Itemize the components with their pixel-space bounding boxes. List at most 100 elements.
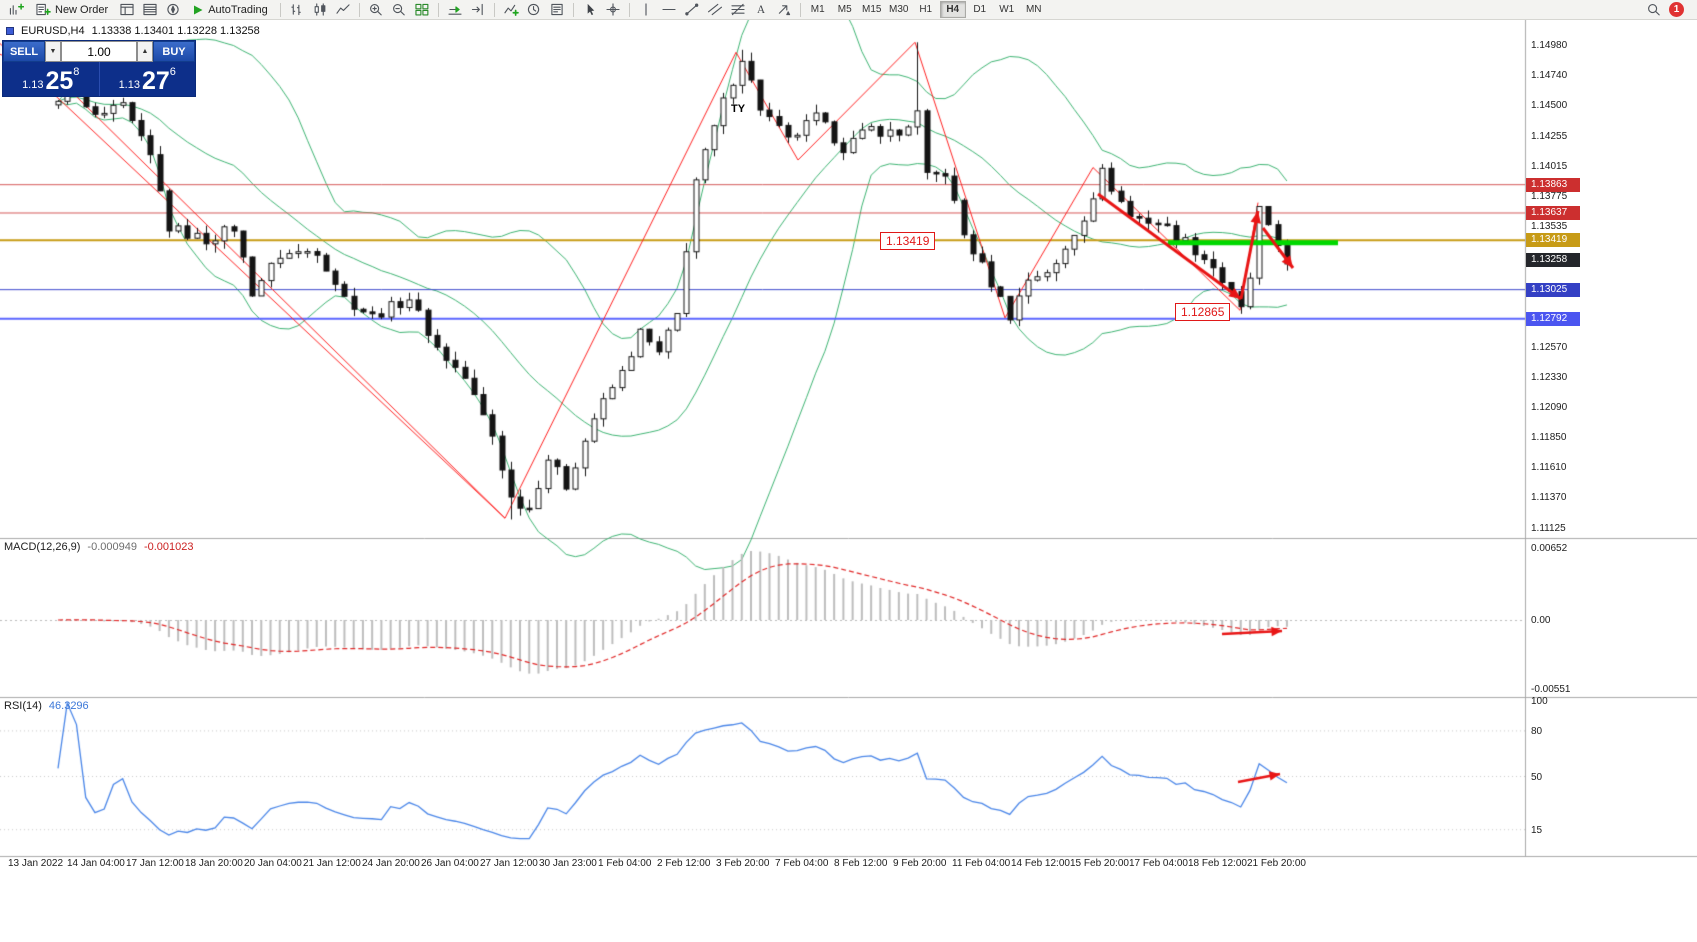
- toolbar-button-group: New Order AutoTrading A: [5, 1, 805, 19]
- data-window-icon[interactable]: [139, 1, 161, 19]
- text-icon[interactable]: A: [750, 1, 772, 19]
- toolbar-separator: [572, 2, 574, 17]
- bar-chart-icon[interactable]: [286, 1, 308, 19]
- price-axis-tag: 1.13637: [1526, 205, 1580, 220]
- time-axis-label: 26 Jan 04:00: [421, 858, 479, 869]
- vertical-line-icon[interactable]: [635, 1, 657, 19]
- tile-windows-icon[interactable]: [411, 1, 433, 19]
- crosshair-icon[interactable]: [602, 1, 624, 19]
- rsi-value: 46.3296: [48, 700, 89, 712]
- buy-button[interactable]: BUY: [153, 41, 195, 62]
- fibonacci-icon[interactable]: [727, 1, 749, 19]
- price-axis-tick: 1.11370: [1531, 491, 1567, 503]
- indicators-icon[interactable]: [500, 1, 522, 19]
- rsi-name: RSI(14): [4, 700, 42, 712]
- price-callout[interactable]: 1.13419: [880, 232, 936, 250]
- time-axis-label: 11 Feb 04:00: [952, 858, 1011, 869]
- price-axis-tick: 1.11125: [1531, 522, 1566, 534]
- time-axis-label: 21 Feb 20:00: [1247, 858, 1306, 869]
- timeframe-M30[interactable]: M30: [886, 1, 912, 18]
- toolbar-separator: [437, 2, 439, 17]
- volume-decrease-button[interactable]: ▼: [45, 41, 61, 62]
- symbol-bullet-icon: [6, 27, 14, 35]
- timeframe-H4[interactable]: H4: [939, 1, 966, 18]
- price-axis-tick: 1.14255: [1531, 130, 1568, 142]
- toolbar: New Order AutoTrading A M1 M5 M15 M30 H1 H4 D1 W1…: [0, 0, 1697, 20]
- price-axis-tick: 1.12330: [1531, 371, 1568, 383]
- time-axis-label: 2 Feb 12:00: [657, 858, 711, 869]
- toolbar-separator: [799, 2, 801, 17]
- rsi-axis-tick: 15: [1531, 825, 1543, 837]
- trendline-icon[interactable]: [681, 1, 703, 19]
- toolbar-separator: [279, 2, 281, 17]
- time-axis-label: 24 Jan 20:00: [362, 858, 420, 869]
- search-icon[interactable]: [1643, 1, 1665, 19]
- volume-increase-button[interactable]: ▲: [137, 41, 153, 62]
- price-axis-tick: 1.14015: [1531, 160, 1568, 172]
- auto-scroll-icon[interactable]: [444, 1, 466, 19]
- periods-icon[interactable]: [523, 1, 545, 19]
- channel-icon[interactable]: [704, 1, 726, 19]
- cursor-icon[interactable]: [579, 1, 601, 19]
- new-order-button[interactable]: New Order: [28, 1, 115, 19]
- time-axis-label: 8 Feb 12:00: [834, 858, 888, 869]
- zoom-out-icon[interactable]: [388, 1, 410, 19]
- time-axis-label: 17 Jan 12:00: [126, 858, 184, 869]
- sell-price-prefix: 1.13: [22, 79, 44, 91]
- time-axis-label: 9 Feb 20:00: [893, 858, 947, 869]
- macd-name: MACD(12,26,9): [4, 541, 81, 553]
- price-axis-tick: 1.13775: [1531, 190, 1568, 202]
- time-axis-label: 14 Feb 12:00: [1011, 858, 1070, 869]
- price-axis-tick: 1.14500: [1531, 99, 1568, 111]
- price-axis-tick: 1.14980: [1531, 39, 1568, 51]
- one-click-trading-widget: SELL ▼ ▲ BUY 1.13 25 8 1.13 27 6: [2, 40, 196, 97]
- candlestick-chart-icon[interactable]: [309, 1, 331, 19]
- zoom-in-icon[interactable]: [365, 1, 387, 19]
- sell-button[interactable]: SELL: [3, 41, 45, 62]
- autotrading-button[interactable]: AutoTrading: [185, 1, 275, 19]
- rsi-indicator-label: RSI(14) 46.3296: [4, 700, 89, 712]
- rsi-axis-tick: 50: [1531, 772, 1543, 783]
- sell-price[interactable]: 1.13 25 8: [3, 62, 100, 96]
- rsi-axis-tick: 100: [1531, 696, 1548, 707]
- timeframe-group: M1 M5 M15 M30 H1 H4 D1 W1 MN: [805, 1, 1047, 18]
- time-axis-label: 3 Feb 20:00: [716, 858, 770, 869]
- chart-shift-icon[interactable]: [467, 1, 489, 19]
- line-chart-icon[interactable]: [332, 1, 354, 19]
- price-axis-tick: 1.14740: [1531, 69, 1568, 81]
- buy-price-prefix: 1.13: [118, 79, 140, 91]
- buy-price[interactable]: 1.13 27 6: [100, 62, 196, 96]
- time-axis-label: 7 Feb 04:00: [775, 858, 829, 869]
- timeframe-W1[interactable]: W1: [994, 1, 1020, 18]
- timeframe-MN[interactable]: MN: [1021, 1, 1047, 18]
- time-axis-label: 1 Feb 04:00: [598, 858, 652, 869]
- timeframe-D1[interactable]: D1: [967, 1, 993, 18]
- one-click-prices-row: 1.13 25 8 1.13 27 6: [3, 62, 195, 96]
- timeframe-M5[interactable]: M5: [832, 1, 858, 18]
- timeframe-H1[interactable]: H1: [913, 1, 939, 18]
- price-axis-tick: 1.13535: [1531, 220, 1568, 232]
- svg-text:A: A: [757, 4, 765, 16]
- price-axis-tag: 1.13258: [1526, 253, 1580, 268]
- time-axis-label: 30 Jan 23:00: [539, 858, 597, 869]
- price-axis-tick: 1.12570: [1531, 341, 1568, 353]
- price-callout[interactable]: 1.12865: [1175, 303, 1231, 321]
- price-axis-tag: 1.13863: [1526, 177, 1580, 192]
- sell-price-sup: 8: [73, 66, 80, 78]
- navigator-icon[interactable]: [162, 1, 184, 19]
- timeframe-M1[interactable]: M1: [805, 1, 831, 18]
- arrows-icon[interactable]: [773, 1, 795, 19]
- horizontal-line-icon[interactable]: [658, 1, 680, 19]
- new-chart-icon[interactable]: [5, 1, 27, 19]
- timeframe-M15[interactable]: M15: [859, 1, 885, 18]
- macd-axis-tick: 0.00652: [1531, 543, 1568, 554]
- time-axis-label: 27 Jan 12:00: [480, 858, 538, 869]
- chart-ohlc-header: EURUSD,H4 1.13338 1.13401 1.13228 1.1325…: [6, 25, 260, 37]
- notification-badge[interactable]: 1: [1669, 2, 1684, 17]
- price-axis-tag: 1.13025: [1526, 282, 1580, 297]
- market-watch-icon[interactable]: [116, 1, 138, 19]
- templates-icon[interactable]: [546, 1, 568, 19]
- volume-input[interactable]: [61, 41, 137, 62]
- price-axis-tick: 1.11850: [1531, 431, 1567, 443]
